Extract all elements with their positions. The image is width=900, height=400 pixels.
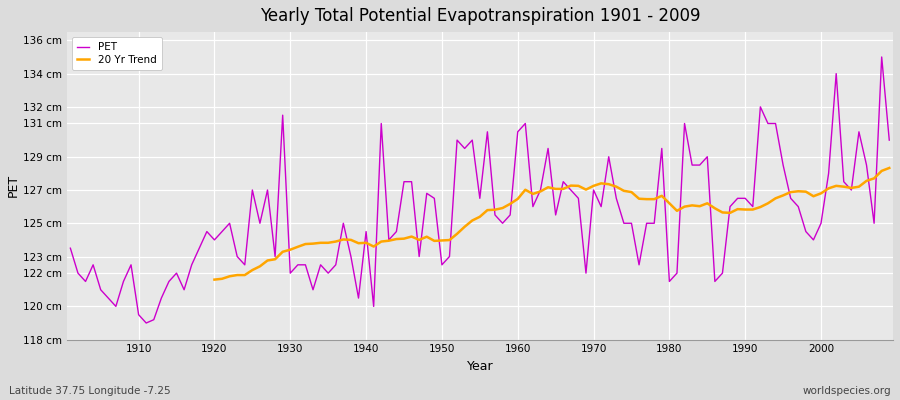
20 Yr Trend [292,244,303,249]
PET [512,130,523,134]
PET [520,121,531,126]
20 Yr Trend [338,237,348,242]
PET [611,196,622,201]
PET [346,254,356,259]
PET [884,138,895,142]
20 Yr Trend [884,166,895,170]
Line: PET: PET [70,57,889,323]
PET [65,246,76,250]
20 Yr Trend [512,196,523,201]
20 Yr Trend [603,182,614,186]
Line: 20 Yr Trend: 20 Yr Trend [214,168,889,280]
PET [877,54,887,59]
20 Yr Trend [505,202,516,206]
Text: worldspecies.org: worldspecies.org [803,386,891,396]
Text: Latitude 37.75 Longitude -7.25: Latitude 37.75 Longitude -7.25 [9,386,171,396]
PET [300,262,310,267]
PET [140,321,151,326]
Y-axis label: PET: PET [7,174,20,198]
PET [126,262,137,267]
Title: Yearly Total Potential Evapotranspiration 1901 - 2009: Yearly Total Potential Evapotranspiratio… [259,7,700,25]
Legend: PET, 20 Yr Trend: PET, 20 Yr Trend [72,37,162,70]
X-axis label: Year: Year [466,360,493,373]
